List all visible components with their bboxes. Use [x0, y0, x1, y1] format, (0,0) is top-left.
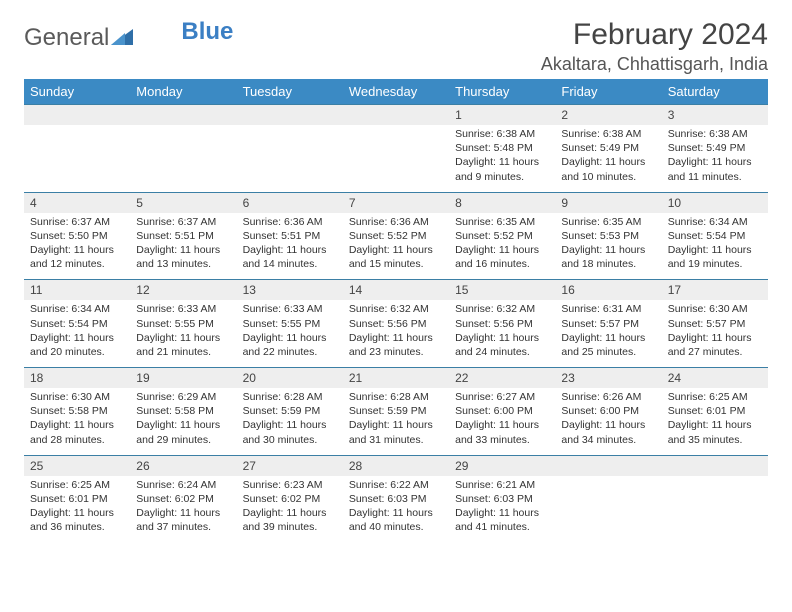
day-detail-cell: Sunrise: 6:38 AMSunset: 5:49 PMDaylight:…	[662, 125, 768, 192]
day-detail-cell: Sunrise: 6:30 AMSunset: 5:57 PMDaylight:…	[662, 300, 768, 367]
day-number-cell: 7	[343, 192, 449, 213]
day-detail-cell: Sunrise: 6:30 AMSunset: 5:58 PMDaylight:…	[24, 388, 130, 455]
day-detail-cell: Sunrise: 6:32 AMSunset: 5:56 PMDaylight:…	[343, 300, 449, 367]
weekday-header: Sunday	[24, 79, 130, 105]
day-number-cell: 1	[449, 105, 555, 126]
day-number-cell	[130, 105, 236, 126]
weekday-header: Friday	[555, 79, 661, 105]
day-number-cell	[24, 105, 130, 126]
day-detail-cell	[130, 125, 236, 192]
day-number-cell: 19	[130, 368, 236, 389]
day-detail-cell	[237, 125, 343, 192]
weekday-header-row: SundayMondayTuesdayWednesdayThursdayFrid…	[24, 79, 768, 105]
day-number-cell: 20	[237, 368, 343, 389]
day-detail-cell: Sunrise: 6:37 AMSunset: 5:50 PMDaylight:…	[24, 213, 130, 280]
day-detail-cell: Sunrise: 6:27 AMSunset: 6:00 PMDaylight:…	[449, 388, 555, 455]
day-detail-cell	[662, 476, 768, 543]
day-detail-cell: Sunrise: 6:23 AMSunset: 6:02 PMDaylight:…	[237, 476, 343, 543]
day-number-cell: 18	[24, 368, 130, 389]
day-detail-cell: Sunrise: 6:33 AMSunset: 5:55 PMDaylight:…	[237, 300, 343, 367]
weekday-header: Wednesday	[343, 79, 449, 105]
day-detail-row: Sunrise: 6:38 AMSunset: 5:48 PMDaylight:…	[24, 125, 768, 192]
day-number-cell: 9	[555, 192, 661, 213]
day-number-cell: 14	[343, 280, 449, 301]
day-detail-cell: Sunrise: 6:36 AMSunset: 5:52 PMDaylight:…	[343, 213, 449, 280]
day-number-cell: 25	[24, 455, 130, 476]
day-detail-cell: Sunrise: 6:38 AMSunset: 5:49 PMDaylight:…	[555, 125, 661, 192]
day-detail-cell: Sunrise: 6:21 AMSunset: 6:03 PMDaylight:…	[449, 476, 555, 543]
day-detail-cell: Sunrise: 6:37 AMSunset: 5:51 PMDaylight:…	[130, 213, 236, 280]
day-number-cell: 6	[237, 192, 343, 213]
day-number-cell: 5	[130, 192, 236, 213]
day-detail-row: Sunrise: 6:34 AMSunset: 5:54 PMDaylight:…	[24, 300, 768, 367]
day-detail-row: Sunrise: 6:37 AMSunset: 5:50 PMDaylight:…	[24, 213, 768, 280]
day-number-row: 123	[24, 105, 768, 126]
day-detail-cell: Sunrise: 6:34 AMSunset: 5:54 PMDaylight:…	[24, 300, 130, 367]
day-number-cell	[662, 455, 768, 476]
brand-part2: Blue	[181, 18, 233, 46]
day-detail-cell: Sunrise: 6:25 AMSunset: 6:01 PMDaylight:…	[24, 476, 130, 543]
month-title: February 2024	[541, 18, 768, 52]
location: Akaltara, Chhattisgarh, India	[541, 54, 768, 75]
day-detail-cell: Sunrise: 6:38 AMSunset: 5:48 PMDaylight:…	[449, 125, 555, 192]
day-detail-cell: Sunrise: 6:35 AMSunset: 5:52 PMDaylight:…	[449, 213, 555, 280]
brand-part1: General	[24, 24, 109, 52]
title-block: February 2024 Akaltara, Chhattisgarh, In…	[541, 18, 768, 75]
day-number-cell	[343, 105, 449, 126]
day-number-cell: 21	[343, 368, 449, 389]
day-number-cell: 24	[662, 368, 768, 389]
day-number-cell: 12	[130, 280, 236, 301]
weekday-header: Thursday	[449, 79, 555, 105]
day-detail-cell: Sunrise: 6:24 AMSunset: 6:02 PMDaylight:…	[130, 476, 236, 543]
day-detail-cell	[24, 125, 130, 192]
day-detail-cell: Sunrise: 6:32 AMSunset: 5:56 PMDaylight:…	[449, 300, 555, 367]
day-number-cell: 11	[24, 280, 130, 301]
day-number-cell	[555, 455, 661, 476]
day-detail-cell: Sunrise: 6:31 AMSunset: 5:57 PMDaylight:…	[555, 300, 661, 367]
day-number-cell: 13	[237, 280, 343, 301]
brand-triangle-icon	[111, 24, 133, 52]
day-number-cell: 15	[449, 280, 555, 301]
day-number-cell: 8	[449, 192, 555, 213]
day-number-cell: 4	[24, 192, 130, 213]
day-number-cell	[237, 105, 343, 126]
day-detail-cell	[343, 125, 449, 192]
day-number-row: 11121314151617	[24, 280, 768, 301]
day-number-row: 18192021222324	[24, 368, 768, 389]
day-number-cell: 27	[237, 455, 343, 476]
day-number-row: 45678910	[24, 192, 768, 213]
day-detail-cell: Sunrise: 6:26 AMSunset: 6:00 PMDaylight:…	[555, 388, 661, 455]
day-number-cell: 10	[662, 192, 768, 213]
weekday-header: Tuesday	[237, 79, 343, 105]
day-detail-cell: Sunrise: 6:28 AMSunset: 5:59 PMDaylight:…	[343, 388, 449, 455]
brand-logo: General Blue	[24, 24, 233, 52]
day-detail-cell: Sunrise: 6:35 AMSunset: 5:53 PMDaylight:…	[555, 213, 661, 280]
day-number-cell: 28	[343, 455, 449, 476]
day-detail-cell: Sunrise: 6:34 AMSunset: 5:54 PMDaylight:…	[662, 213, 768, 280]
calendar-table: SundayMondayTuesdayWednesdayThursdayFrid…	[24, 79, 768, 542]
day-detail-cell: Sunrise: 6:36 AMSunset: 5:51 PMDaylight:…	[237, 213, 343, 280]
day-number-cell: 23	[555, 368, 661, 389]
day-detail-row: Sunrise: 6:30 AMSunset: 5:58 PMDaylight:…	[24, 388, 768, 455]
day-detail-cell: Sunrise: 6:22 AMSunset: 6:03 PMDaylight:…	[343, 476, 449, 543]
day-detail-cell: Sunrise: 6:25 AMSunset: 6:01 PMDaylight:…	[662, 388, 768, 455]
day-number-cell: 29	[449, 455, 555, 476]
day-detail-cell: Sunrise: 6:33 AMSunset: 5:55 PMDaylight:…	[130, 300, 236, 367]
weekday-header: Saturday	[662, 79, 768, 105]
day-number-cell: 16	[555, 280, 661, 301]
header: General Blue February 2024 Akaltara, Chh…	[24, 18, 768, 75]
day-detail-row: Sunrise: 6:25 AMSunset: 6:01 PMDaylight:…	[24, 476, 768, 543]
day-detail-cell: Sunrise: 6:28 AMSunset: 5:59 PMDaylight:…	[237, 388, 343, 455]
day-number-cell: 2	[555, 105, 661, 126]
day-number-cell: 17	[662, 280, 768, 301]
day-number-row: 2526272829	[24, 455, 768, 476]
weekday-header: Monday	[130, 79, 236, 105]
day-number-cell: 3	[662, 105, 768, 126]
day-number-cell: 22	[449, 368, 555, 389]
day-detail-cell: Sunrise: 6:29 AMSunset: 5:58 PMDaylight:…	[130, 388, 236, 455]
day-number-cell: 26	[130, 455, 236, 476]
day-detail-cell	[555, 476, 661, 543]
